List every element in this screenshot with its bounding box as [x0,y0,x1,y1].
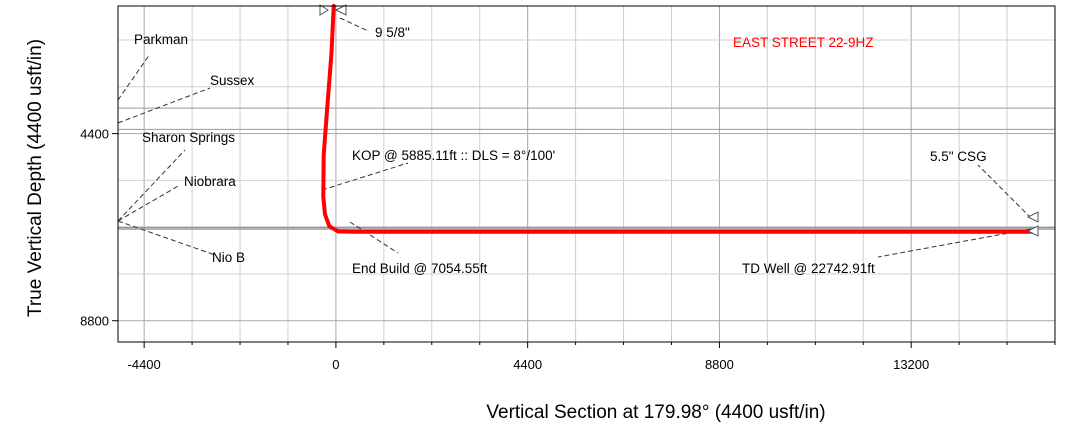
chart-title: EAST STREET 22-9HZ [733,35,874,50]
formation-label: Sharon Springs [142,130,235,145]
annotation-label: End Build @ 7054.55ft [352,261,488,276]
casing-marker [1026,211,1039,223]
chart-labels: -4400 0 4400 8800 13200 4400 8800 Parkman Sussex… [80,25,987,372]
plot-frame [117,5,1056,343]
x-tick-label: 0 [332,357,339,372]
formation-label: Nio B [212,250,245,265]
formation-lines [118,107,1055,230]
y-tick-label: 8800 [80,314,109,329]
x-axis-title: Vertical Section at 179.98° (4400 usft/i… [486,402,826,423]
annotation-label: 9 5/8" [375,25,410,40]
axis-ticks [112,133,1056,348]
x-tick-label: 4400 [513,357,542,372]
y-tick-label: 4400 [80,127,109,142]
leader-line [117,149,186,222]
casing-marker [1026,225,1039,237]
grid-lines [118,6,1056,342]
formation-label: Sussex [210,73,255,88]
leader-line [977,164,1032,219]
leader-line [349,221,399,254]
formation-label: Niobrara [184,174,236,189]
leader-line [339,17,369,32]
annotation-label: TD Well @ 22742.91ft [742,261,875,276]
annotation-label: 5.5" CSG [930,149,987,164]
leader-line [321,162,409,191]
annotation-label: KOP @ 5885.11ft :: DLS = 8°/100' [352,148,555,163]
leader-line [117,184,181,222]
casing-marker [319,4,329,16]
annotation-leaders [117,17,1032,258]
leader-line [117,87,211,124]
formation-label: Parkman [134,32,188,47]
leader-line [117,220,216,256]
leader-line [117,53,151,101]
well-path-line [321,4,1036,234]
series-group [319,4,1039,237]
y-axis-title: True Vertical Depth (4400 usft/in) [25,38,46,318]
x-tick-label: 8800 [705,357,734,372]
x-tick-label: -4400 [128,357,161,372]
casing-marker [334,4,347,16]
x-tick-label: 13200 [893,357,929,372]
